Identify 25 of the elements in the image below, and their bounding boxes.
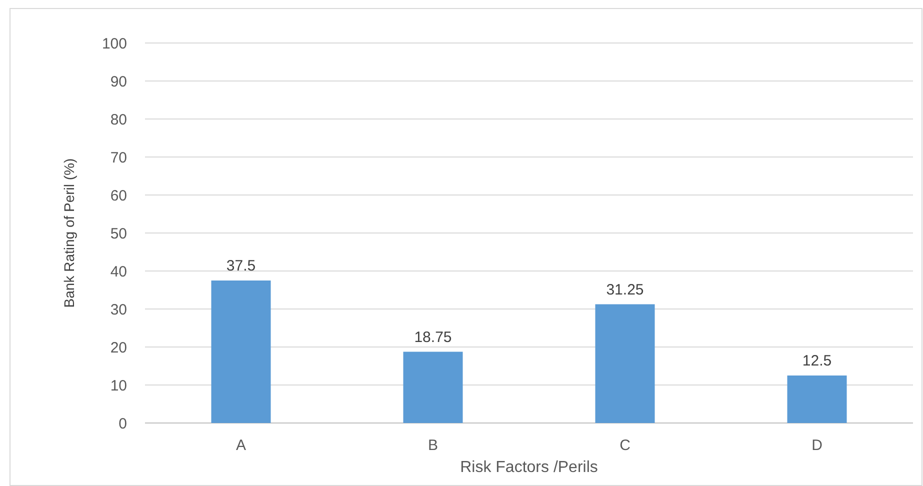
bar <box>595 304 655 423</box>
y-tick-label: 70 <box>110 149 127 166</box>
x-tick-label: B <box>428 437 438 454</box>
y-tick-label: 100 <box>102 35 127 52</box>
y-tick-label: 40 <box>110 263 127 280</box>
y-tick-label: 10 <box>110 377 127 394</box>
data-label: 37.5 <box>226 258 256 274</box>
y-tick-label: 50 <box>110 225 127 242</box>
y-axis-title: Bank Rating of Peril (%) <box>61 158 77 308</box>
y-tick-label: 20 <box>110 339 127 356</box>
x-tick-label: A <box>236 437 246 454</box>
x-tick-label: D <box>812 437 823 454</box>
y-tick-label: 90 <box>110 73 127 90</box>
y-tick-label: 80 <box>110 111 127 128</box>
y-tick-label: 0 <box>118 415 127 432</box>
data-label: 31.25 <box>606 281 644 298</box>
y-tick-label: 60 <box>110 187 127 204</box>
x-tick-label: C <box>620 437 631 454</box>
bar <box>211 280 271 423</box>
bar <box>403 352 463 423</box>
x-axis-title: Risk Factors /Perils <box>460 459 598 476</box>
y-tick-label: 30 <box>110 301 127 318</box>
data-label: 12.5 <box>802 352 832 370</box>
bar <box>787 376 847 423</box>
data-label: 18.75 <box>414 328 452 346</box>
